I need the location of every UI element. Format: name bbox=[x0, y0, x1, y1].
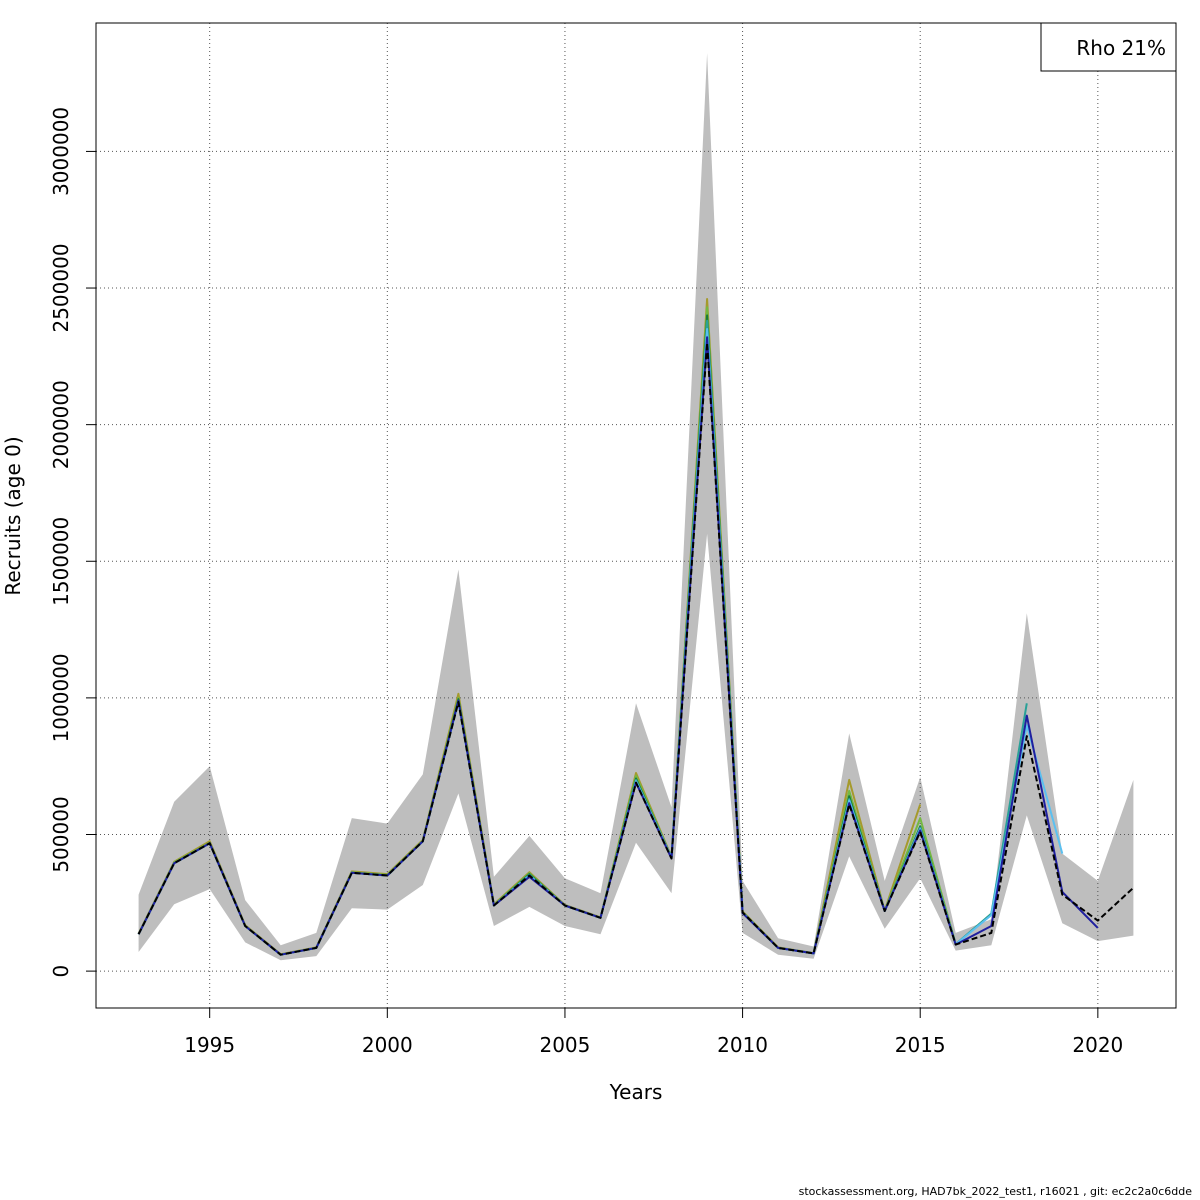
x-axis-title: Years bbox=[609, 1080, 663, 1104]
legend: Rho 21% bbox=[1040, 22, 1177, 72]
y-axis-title: Recruits (age 0) bbox=[1, 436, 25, 595]
x-tick-label: 2010 bbox=[717, 1033, 768, 1057]
grid-layer bbox=[96, 23, 1176, 1008]
y-axis: 0 500000 1000000 1500000 2000000 2500000 30000… bbox=[49, 107, 97, 978]
y-tick-label: 2500000 bbox=[49, 243, 73, 332]
footer-source: stockassessment.org, HAD7bk_2022_test1, … bbox=[798, 1185, 1192, 1198]
x-tick-label: 1995 bbox=[184, 1033, 235, 1057]
legend-box bbox=[1040, 22, 1177, 72]
y-tick-label: 2000000 bbox=[49, 380, 73, 469]
x-tick-label: 2005 bbox=[539, 1033, 590, 1057]
x-tick-label: 2000 bbox=[362, 1033, 413, 1057]
x-tick-label: 2015 bbox=[895, 1033, 946, 1057]
y-tick-label: 3000000 bbox=[49, 107, 73, 196]
legend-text: Rho 21% bbox=[1076, 36, 1166, 60]
x-tick-label: 2020 bbox=[1072, 1033, 1123, 1057]
y-tick-label: 1000000 bbox=[49, 653, 73, 742]
y-tick-label: 1500000 bbox=[49, 517, 73, 606]
y-tick-label: 0 bbox=[49, 965, 73, 978]
x-axis: 1995 2000 2005 2010 2015 2020 bbox=[184, 1007, 1123, 1057]
y-tick-label: 500000 bbox=[49, 796, 73, 872]
series-layer bbox=[137, 298, 1135, 956]
series-line-0 bbox=[137, 341, 1135, 956]
